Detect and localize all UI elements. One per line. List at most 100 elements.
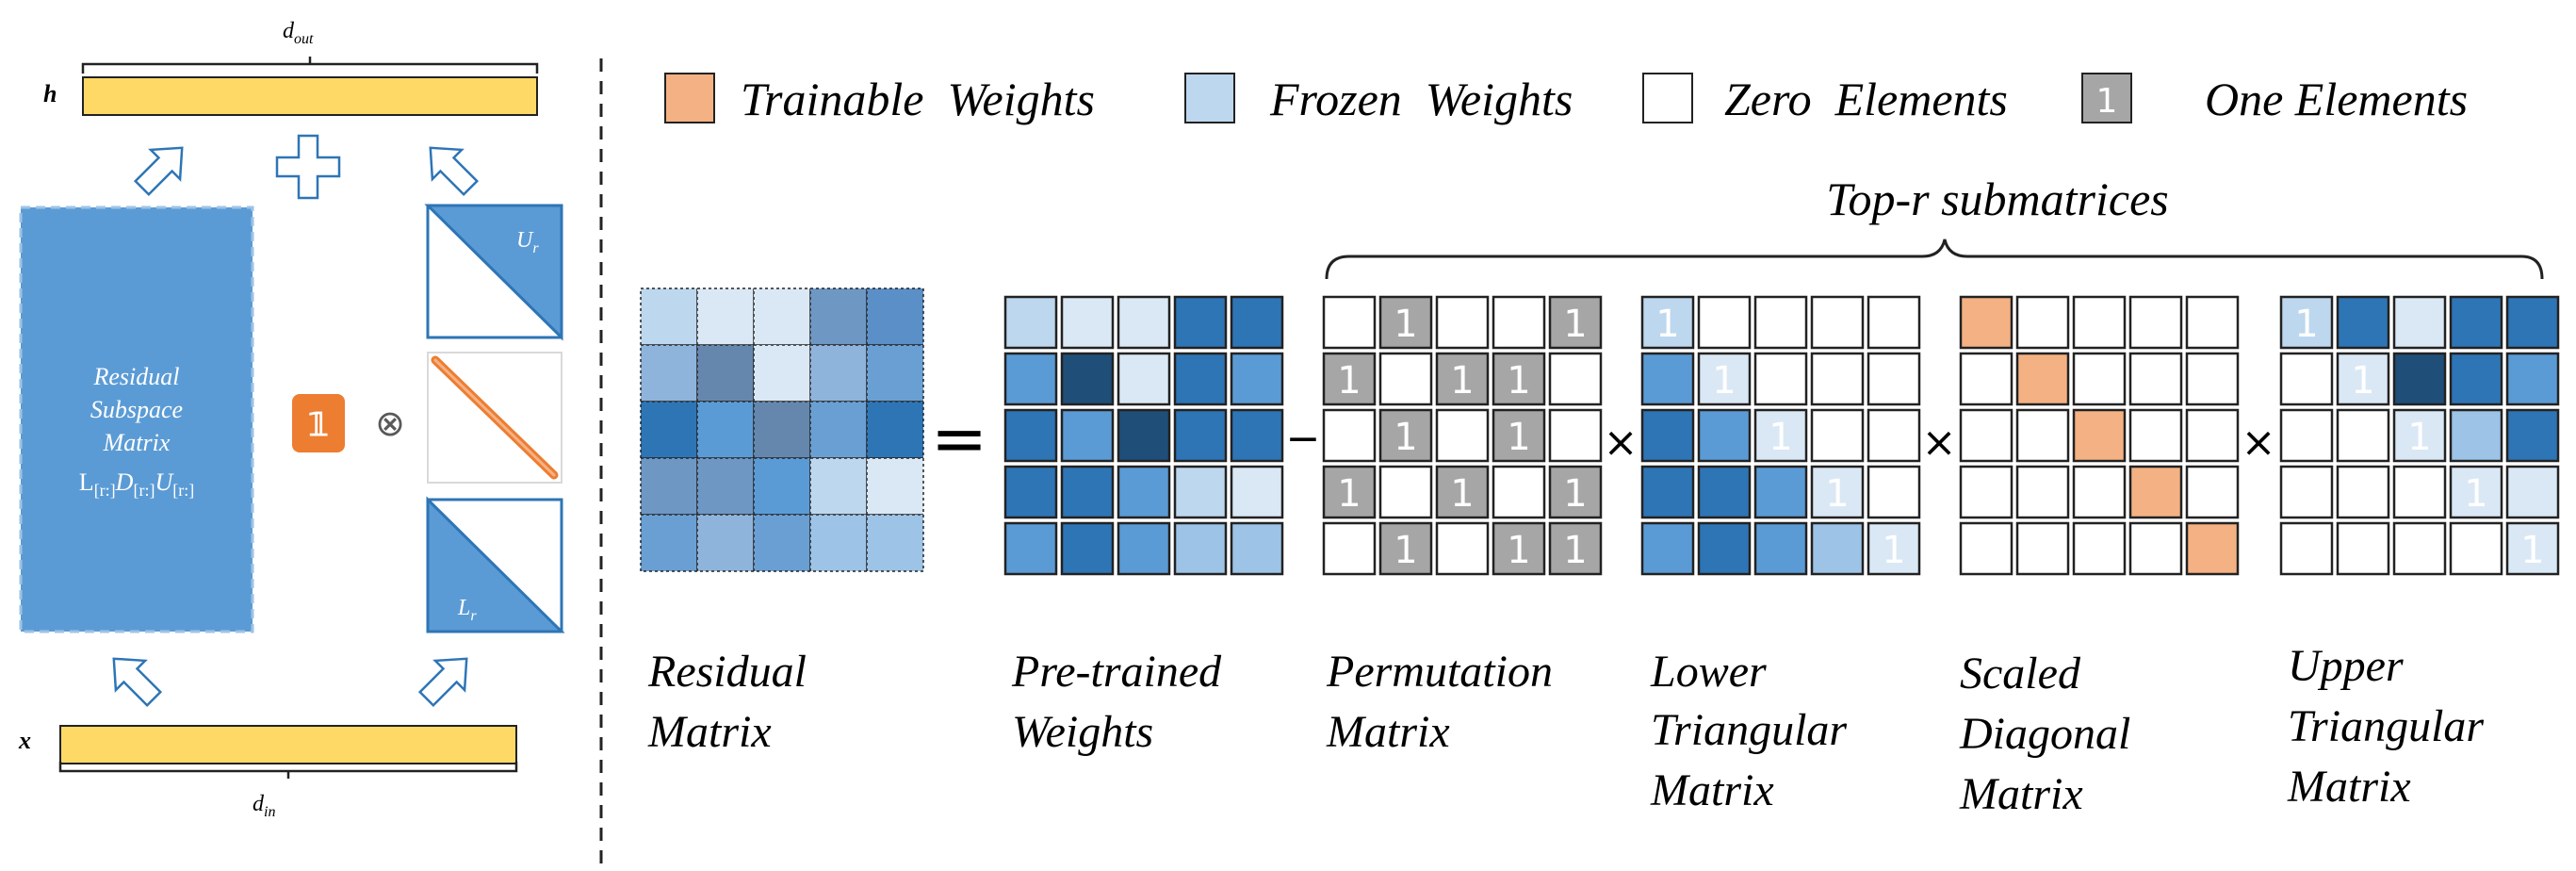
plus-icon [275,134,341,200]
upper-cell [2505,408,2560,463]
lower-cell [1810,295,1865,350]
arrow-up-right-icon [429,146,480,197]
permutation-cell [1492,465,1546,519]
legend-one-swatch [2081,73,2132,123]
permutation-cell [1492,408,1546,463]
permutation-cell [1548,465,1603,519]
permutation-cell [1322,352,1377,406]
permutation-cell [1492,295,1546,350]
caption-upper-line-2: Triangular [2288,701,2484,751]
legend-zero-swatch [1642,73,1693,123]
permutation-one-glyph: 1 [1507,359,1530,403]
permutation-one-glyph: 1 [1394,416,1417,459]
permutation-cell [1548,295,1603,350]
residual-cell [866,457,924,516]
upper-cell [2449,295,2503,350]
upper-cell [2279,295,2334,350]
pretrained-cell [1230,465,1284,519]
upper-one-glyph: 1 [2464,472,2487,516]
residual-cell [696,514,755,572]
caption-pretrained-line-1: Pre-trained [1011,647,1222,697]
permutation-cell [1378,408,1433,463]
upper-cell [2279,408,2334,463]
pretrained-cell [1117,465,1171,519]
lower-cell [1810,465,1865,519]
permutation-cell [1548,408,1603,463]
upper-cell [2392,352,2447,406]
diagonal-cell [2015,521,2070,576]
residual-subspace-line-1: Residual [93,363,180,390]
legend-trainable-label: Trainable Weights [741,73,1095,125]
upper-cell [2505,465,2560,519]
left-panel: dout h Residual Subspace Matrix L[r:]D[r… [18,19,565,820]
legend-frozen-label: Frozen Weights [1269,73,1573,125]
residual-cell [866,288,924,346]
permutation-cell [1378,465,1433,519]
upper-cell [2449,408,2503,463]
residual-cell [753,457,811,516]
upper-cell [2392,521,2447,576]
residual-cell [753,514,811,572]
lower-cell [1867,465,1921,519]
lower-cell [1640,465,1695,519]
permutation-cell [1435,295,1490,350]
pretrained-cell [1117,521,1171,576]
caption-diagonal-line-3: Matrix [1959,769,2083,819]
permutation-one-glyph: 1 [1563,472,1587,516]
caption-diagonal-line-1: Scaled [1960,649,2081,698]
caption-permutation-line-1: Permutation [1326,647,1553,697]
lower-cell [1640,295,1695,350]
diagonal-cell [2015,295,2070,350]
diagonal-cell [2185,521,2240,576]
upper-cell [2336,465,2390,519]
upper-cell [2449,521,2503,576]
lower-cell [1697,521,1752,576]
legend-trainable-swatch [664,73,715,123]
permutation-cell [1378,295,1433,350]
legend-one-glyph: 1 [2096,82,2118,121]
pretrained-cell [1230,295,1284,350]
diagonal-cell [2128,408,2183,463]
lower-cell [1867,408,1921,463]
permutation-cell [1322,521,1377,576]
permutation-cell [1435,408,1490,463]
diagonal-cell [1959,352,2014,406]
residual-cell [696,288,755,346]
legend: Trainable Weights Frozen Weights Zero El… [664,73,2468,125]
otimes-symbol: ⊗ [375,403,405,444]
pretrained-cell [1003,295,1058,350]
lower-cell [1867,352,1921,406]
lower-cell [1810,521,1865,576]
lower-cell [1697,295,1752,350]
pretrained-cell [1173,295,1228,350]
legend-one-label: One Elements [2205,73,2468,125]
residual-cell [809,344,868,403]
residual-cell [640,401,698,459]
u-r-upper-triangle: Ur [424,204,563,341]
upper-one-glyph: 1 [2407,416,2431,459]
residual-cell [809,288,868,346]
residual-cell [696,344,755,403]
upper-cell [2392,295,2447,350]
caption-residual-line-1: Residual [647,647,807,697]
d-in-brace [58,762,518,779]
lower-cell [1867,295,1921,350]
upper-cell [2336,352,2390,406]
pretrained-cell [1003,352,1058,406]
upper-cell [2505,295,2560,350]
lower-cell [1810,408,1865,463]
upper-cell [2336,295,2390,350]
diagonal-cell [1959,521,2014,576]
upper-one-glyph: 1 [2294,303,2318,346]
permutation-cell [1492,352,1546,406]
caption-residual-line-2: Matrix [647,707,772,757]
times-operator-2: × [1922,419,1957,467]
pretrained-cell [1117,352,1171,406]
residual-cell [809,514,868,572]
permutation-cell [1548,352,1603,406]
permutation-cell [1322,295,1377,350]
diagonal-cell [2128,295,2183,350]
residual-cell [753,401,811,459]
